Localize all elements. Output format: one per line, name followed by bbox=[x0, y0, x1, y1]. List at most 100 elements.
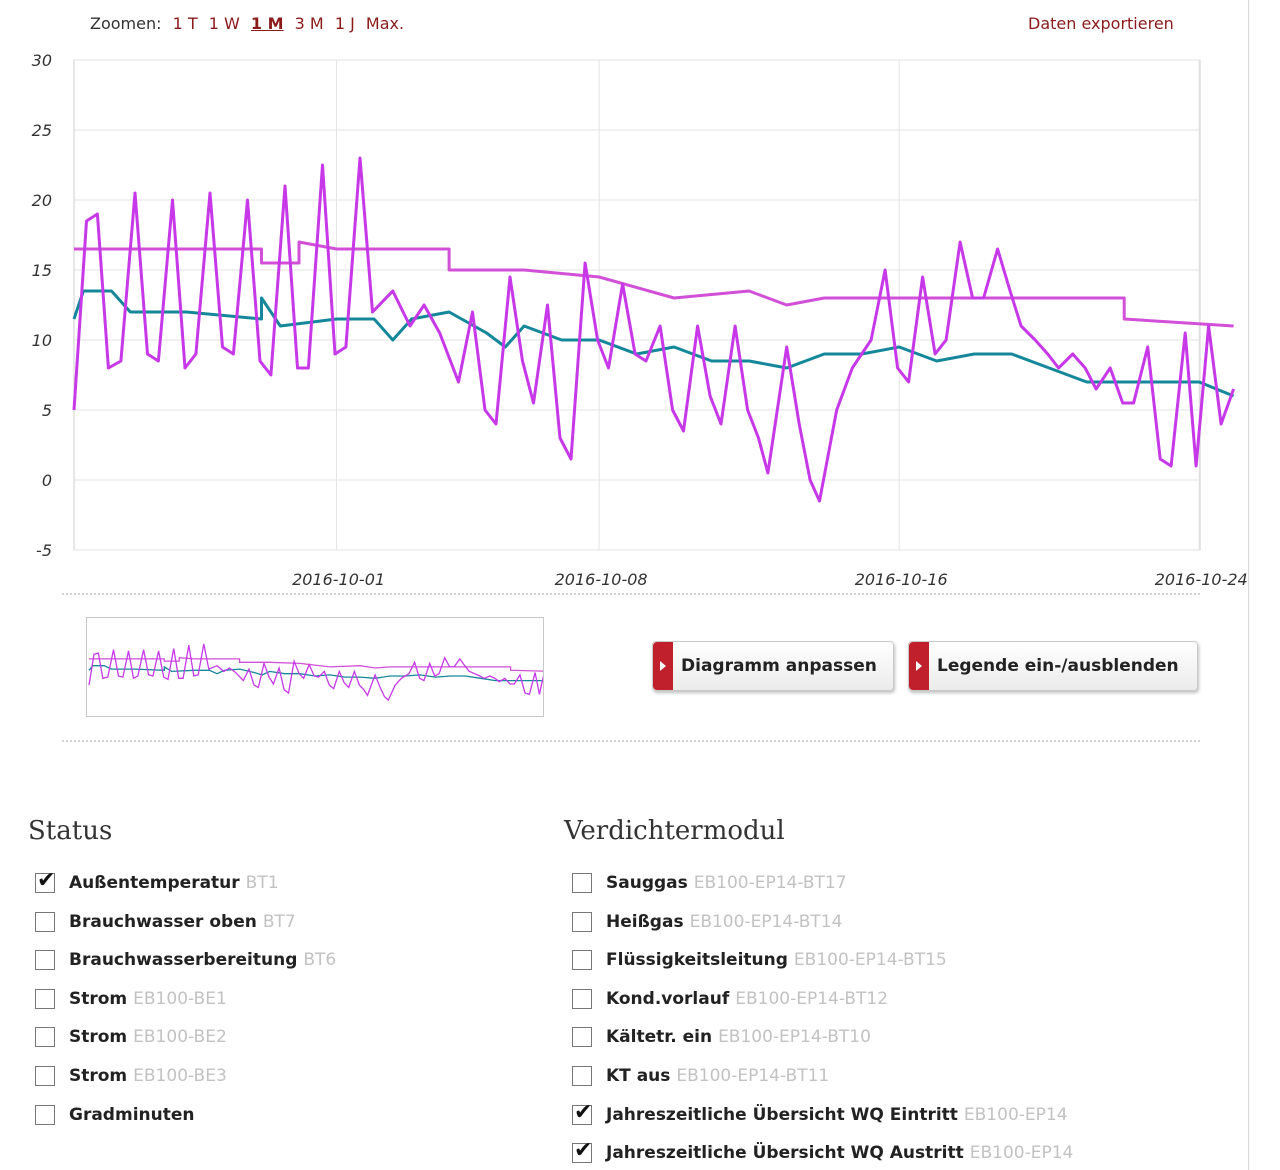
panel-border bbox=[1248, 0, 1249, 1170]
checkbox-row[interactable]: Strom EB100-BE3 bbox=[35, 1061, 227, 1091]
sensor-code: EB100-BE2 bbox=[133, 1027, 227, 1048]
checkbox[interactable] bbox=[572, 988, 592, 1009]
x-tick-label: 2016-10-24 bbox=[1155, 570, 1248, 585]
navigator-series-line bbox=[88, 643, 555, 702]
checkbox-label: KT aus bbox=[606, 1066, 671, 1086]
checkbox-row[interactable]: Strom EB100-BE2 bbox=[35, 1022, 227, 1052]
checkbox-label: Brauchwasserbereitung bbox=[69, 950, 298, 971]
checkbox[interactable] bbox=[572, 873, 592, 893]
checkbox-label: Strom bbox=[69, 1066, 128, 1086]
checkbox-label: Strom bbox=[69, 988, 128, 1009]
play-arrow-icon bbox=[653, 642, 673, 690]
checkbox-row[interactable]: Brauchwasserbereitung BT6 bbox=[35, 945, 336, 975]
series-line bbox=[72, 156, 1236, 503]
checkbox-label: Außentemperatur bbox=[69, 873, 240, 893]
sensor-code: EB100-EP14-BT11 bbox=[676, 1066, 830, 1086]
sensor-code: EB100-EP14-BT17 bbox=[693, 873, 847, 893]
separator bbox=[62, 740, 1200, 742]
y-tick-label: 15 bbox=[32, 261, 52, 280]
checkbox[interactable] bbox=[35, 1027, 55, 1048]
zoom-option-1w[interactable]: 1 W bbox=[208, 14, 240, 33]
separator bbox=[62, 593, 1200, 595]
checkbox-checked[interactable] bbox=[572, 1100, 592, 1125]
checkbox-checked[interactable] bbox=[572, 1138, 592, 1164]
zoom-option-max[interactable]: Max. bbox=[365, 14, 405, 33]
adjust-chart-label: Diagramm anpassen bbox=[681, 656, 877, 676]
checkbox-label: Kond.vorlauf bbox=[606, 988, 730, 1009]
checkbox-label: Strom bbox=[69, 1027, 128, 1048]
zoom-option-3m[interactable]: 3 M bbox=[294, 14, 324, 33]
checkbox-checked[interactable] bbox=[35, 868, 55, 893]
checkbox-row[interactable]: Brauchwasser oben BT7 bbox=[35, 907, 296, 937]
checkbox-row[interactable]: Flüssigkeitsleitung EB100-EP14-BT15 bbox=[572, 945, 947, 975]
checkbox[interactable] bbox=[35, 1066, 55, 1086]
zoom-option-1m[interactable]: 1 M bbox=[250, 14, 284, 33]
checkbox[interactable] bbox=[572, 950, 592, 971]
checkbox-label: Brauchwasser oben bbox=[69, 911, 257, 932]
sensor-code: EB100-EP14-BT12 bbox=[735, 988, 889, 1009]
zoom-bar: Zoomen: 1 T 1 W 1 M 3 M 1 J Max. bbox=[90, 14, 404, 33]
zoom-option-1t[interactable]: 1 T bbox=[172, 14, 198, 33]
checkbox-row[interactable]: Jahreszeitliche Übersicht WQ AustrittEB1… bbox=[572, 1138, 1073, 1168]
sensor-code: BT7 bbox=[262, 911, 296, 932]
y-tick-label: 20 bbox=[32, 191, 52, 210]
checkbox-label: Jahreszeitliche Übersicht WQ Eintritt bbox=[606, 1104, 958, 1125]
y-tick-label: 0 bbox=[42, 471, 52, 490]
navigator-series-line bbox=[89, 656, 555, 673]
checkbox-row[interactable]: Strom EB100-BE1 bbox=[35, 984, 227, 1014]
export-data-link[interactable]: Daten exportieren bbox=[1028, 14, 1174, 33]
checkbox[interactable] bbox=[35, 950, 55, 971]
checkbox-row[interactable]: Heißgas EB100-EP14-BT14 bbox=[572, 907, 842, 937]
toggle-legend-label: Legende ein-/ausblenden bbox=[937, 656, 1179, 676]
y-tick-label: 10 bbox=[32, 331, 52, 350]
plot-frame bbox=[73, 59, 1201, 551]
y-tick-label: -5 bbox=[36, 541, 52, 560]
checkbox[interactable] bbox=[35, 911, 55, 932]
zoom-label: Zoomen: bbox=[90, 14, 162, 33]
checkbox[interactable] bbox=[572, 911, 592, 932]
play-arrow-icon bbox=[909, 642, 929, 690]
checkbox-row[interactable]: Kond.vorlauf EB100-EP14-BT12 bbox=[572, 984, 888, 1014]
status-section-title: Status bbox=[28, 816, 113, 846]
sensor-code: EB100-EP14 bbox=[963, 1104, 1068, 1125]
compressor-section-title: Verdichtermodul bbox=[564, 816, 785, 846]
chart-series bbox=[72, 156, 1236, 503]
sensor-code: EB100-BE3 bbox=[133, 1066, 227, 1086]
y-tick-label: 30 bbox=[32, 51, 52, 70]
x-tick-label: 2016-10-08 bbox=[555, 570, 648, 585]
y-tick-label: 5 bbox=[42, 401, 52, 420]
checkbox-label: Flüssigkeitsleitung bbox=[606, 950, 788, 971]
x-tick-label: 2016-10-16 bbox=[855, 570, 948, 585]
checkbox-label: Kältetr. ein bbox=[606, 1027, 713, 1048]
zoom-option-1j[interactable]: 1 J bbox=[334, 14, 355, 33]
checkbox[interactable] bbox=[572, 1066, 592, 1086]
checkbox-row[interactable]: Jahreszeitliche Übersicht WQ EintrittEB1… bbox=[572, 1100, 1068, 1130]
navigator-chart bbox=[88, 643, 555, 702]
sensor-code: EB100-EP14-BT14 bbox=[689, 911, 843, 932]
checkbox-row[interactable]: Sauggas EB100-EP14-BT17 bbox=[572, 868, 847, 898]
checkbox-row[interactable]: Kältetr. ein EB100-EP14-BT10 bbox=[572, 1022, 871, 1052]
sensor-code: EB100-EP14 bbox=[969, 1143, 1074, 1164]
checkbox-label: Heißgas bbox=[606, 911, 684, 932]
sensor-code: EB100-EP14-BT15 bbox=[793, 950, 947, 971]
x-axis-ticks: 2016-10-01 2016-10-08 2016-10-16 2016-10-24 bbox=[292, 570, 1248, 585]
checkbox-label: Jahreszeitliche Übersicht WQ Austritt bbox=[606, 1143, 964, 1164]
checkbox-row[interactable]: Gradminuten bbox=[35, 1100, 194, 1130]
toggle-legend-button[interactable]: Legende ein-/ausblenden bbox=[908, 641, 1198, 691]
y-tick-label: 25 bbox=[32, 121, 52, 140]
checkbox-row[interactable]: KT aus EB100-EP14-BT11 bbox=[572, 1061, 829, 1091]
sensor-code: BT6 bbox=[303, 950, 337, 971]
checkbox-label: Sauggas bbox=[606, 873, 688, 893]
adjust-chart-button[interactable]: Diagramm anpassen bbox=[652, 641, 894, 691]
checkbox[interactable] bbox=[572, 1027, 592, 1048]
x-tick-label: 2016-10-01 bbox=[292, 570, 385, 585]
sensor-code: EB100-EP14-BT10 bbox=[718, 1027, 871, 1048]
navigator-overview[interactable] bbox=[86, 617, 555, 717]
checkbox[interactable] bbox=[35, 1104, 55, 1125]
checkbox[interactable] bbox=[35, 988, 55, 1009]
sensor-code: EB100-BE1 bbox=[133, 988, 227, 1009]
chart-grid bbox=[73, 59, 1201, 551]
checkbox-label: Gradminuten bbox=[69, 1104, 195, 1125]
